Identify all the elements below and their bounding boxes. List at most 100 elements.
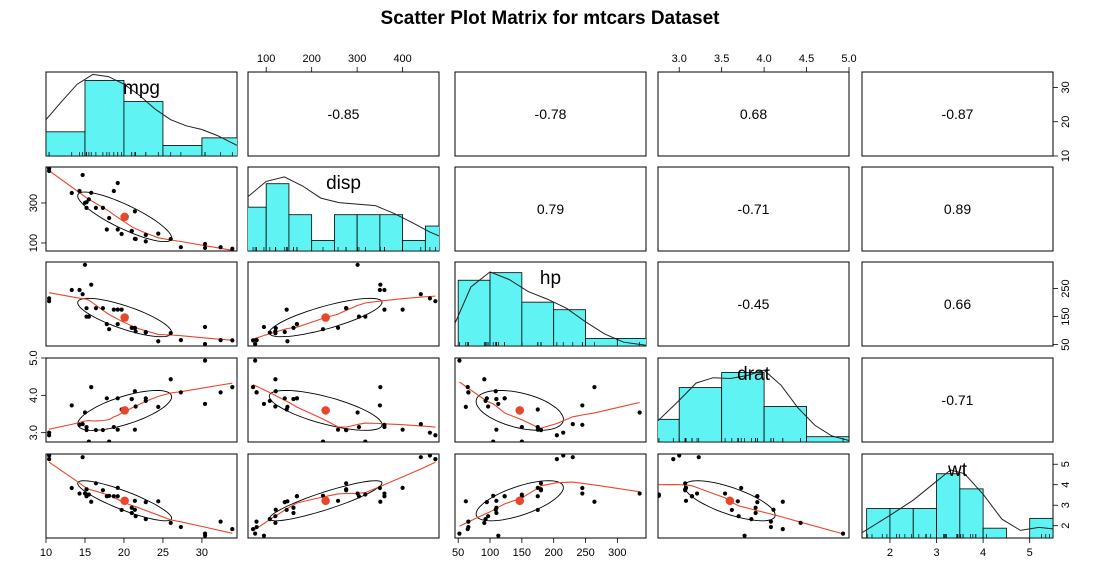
data-point bbox=[355, 410, 360, 415]
data-point bbox=[538, 481, 544, 486]
data-point bbox=[694, 491, 700, 496]
centroid-point bbox=[725, 496, 735, 506]
data-point bbox=[178, 245, 183, 250]
data-point bbox=[356, 424, 362, 430]
data-point bbox=[267, 398, 272, 404]
centroid-point bbox=[120, 313, 129, 322]
loess-line bbox=[459, 381, 640, 429]
data-point bbox=[493, 389, 498, 394]
data-point bbox=[753, 510, 758, 516]
data-point bbox=[178, 338, 183, 343]
variable-label-wt: wt bbox=[947, 460, 968, 481]
data-point bbox=[168, 377, 173, 382]
data-point bbox=[466, 519, 471, 524]
data-point bbox=[494, 498, 499, 503]
histogram-bar bbox=[866, 508, 891, 538]
data-point bbox=[494, 396, 499, 402]
histogram-mpg bbox=[46, 73, 237, 156]
data-point bbox=[285, 339, 290, 344]
data-point bbox=[143, 500, 148, 505]
data-point bbox=[486, 514, 491, 519]
panel-frame bbox=[454, 453, 647, 539]
scatter-panel-drat-vs-mpg bbox=[47, 358, 235, 442]
data-point bbox=[129, 228, 134, 234]
centroid-point bbox=[321, 496, 330, 506]
data-point bbox=[261, 401, 267, 407]
histogram-bar bbox=[553, 309, 586, 346]
centroid-point bbox=[120, 496, 129, 506]
axis-tick-label: 5 bbox=[1060, 461, 1072, 467]
data-point bbox=[86, 197, 91, 202]
data-point bbox=[93, 205, 98, 210]
axis-tick-label: 5 bbox=[1027, 547, 1033, 559]
data-point bbox=[267, 330, 272, 335]
data-point bbox=[107, 327, 112, 332]
correlation-label: 0.68 bbox=[740, 106, 767, 122]
histogram-bar bbox=[457, 279, 491, 346]
scatter-panel-disp-vs-mpg bbox=[47, 167, 235, 251]
scatter-content bbox=[250, 262, 438, 346]
axis-tick-label: 2 bbox=[1060, 523, 1072, 529]
data-point bbox=[168, 331, 173, 336]
panel-frame bbox=[247, 261, 440, 347]
data-point bbox=[486, 404, 491, 409]
panel-frame bbox=[657, 166, 850, 252]
panel-frame bbox=[454, 357, 647, 443]
axis-tick-label: 4.5 bbox=[799, 53, 814, 65]
data-point bbox=[254, 390, 259, 395]
data-point bbox=[780, 499, 785, 504]
correlation-ellipse bbox=[77, 389, 173, 431]
data-point bbox=[465, 385, 470, 390]
data-point bbox=[735, 499, 740, 504]
correlation-label: -0.85 bbox=[328, 106, 360, 122]
scatter-panel-wt-vs-hp bbox=[457, 454, 642, 538]
data-point bbox=[132, 209, 137, 214]
centroid-point bbox=[120, 406, 129, 415]
data-point bbox=[129, 325, 134, 330]
data-point bbox=[284, 307, 289, 312]
histogram-bar bbox=[489, 272, 523, 346]
panel-frame bbox=[45, 166, 238, 252]
data-point bbox=[561, 430, 566, 435]
data-point bbox=[84, 205, 89, 210]
data-point bbox=[273, 389, 278, 394]
data-point bbox=[115, 227, 120, 232]
data-point bbox=[82, 491, 88, 496]
data-point bbox=[538, 487, 544, 492]
data-point bbox=[156, 404, 161, 410]
data-point bbox=[840, 531, 846, 536]
data-point bbox=[282, 500, 287, 505]
data-point bbox=[554, 457, 559, 462]
loess-line bbox=[48, 170, 233, 251]
panel-frame bbox=[657, 261, 850, 347]
data-point bbox=[119, 307, 124, 312]
panel-frame bbox=[861, 261, 1054, 347]
data-point bbox=[82, 410, 88, 415]
panel-frame bbox=[247, 357, 440, 443]
data-point bbox=[156, 339, 161, 344]
histogram-bar bbox=[763, 406, 807, 442]
data-point bbox=[466, 390, 471, 395]
data-point bbox=[742, 533, 747, 538]
data-point bbox=[133, 404, 138, 409]
data-point bbox=[377, 485, 382, 491]
data-point bbox=[377, 287, 382, 293]
data-point bbox=[780, 526, 785, 532]
axis-tick-label: 300 bbox=[608, 547, 626, 559]
histogram-bar bbox=[424, 225, 439, 251]
axis-tick-label: 2 bbox=[887, 547, 893, 559]
data-point bbox=[355, 262, 360, 267]
data-point bbox=[218, 390, 223, 395]
data-point bbox=[519, 439, 524, 442]
panel-frame bbox=[45, 357, 238, 443]
data-point bbox=[378, 282, 383, 287]
data-point bbox=[683, 481, 688, 486]
data-point bbox=[378, 385, 383, 390]
data-point bbox=[77, 188, 82, 194]
data-point bbox=[261, 533, 267, 538]
axis-tick-label: 3 bbox=[933, 547, 939, 559]
data-point bbox=[89, 385, 94, 390]
centroid-point bbox=[515, 406, 525, 415]
data-point bbox=[463, 404, 468, 410]
data-point bbox=[93, 427, 98, 433]
